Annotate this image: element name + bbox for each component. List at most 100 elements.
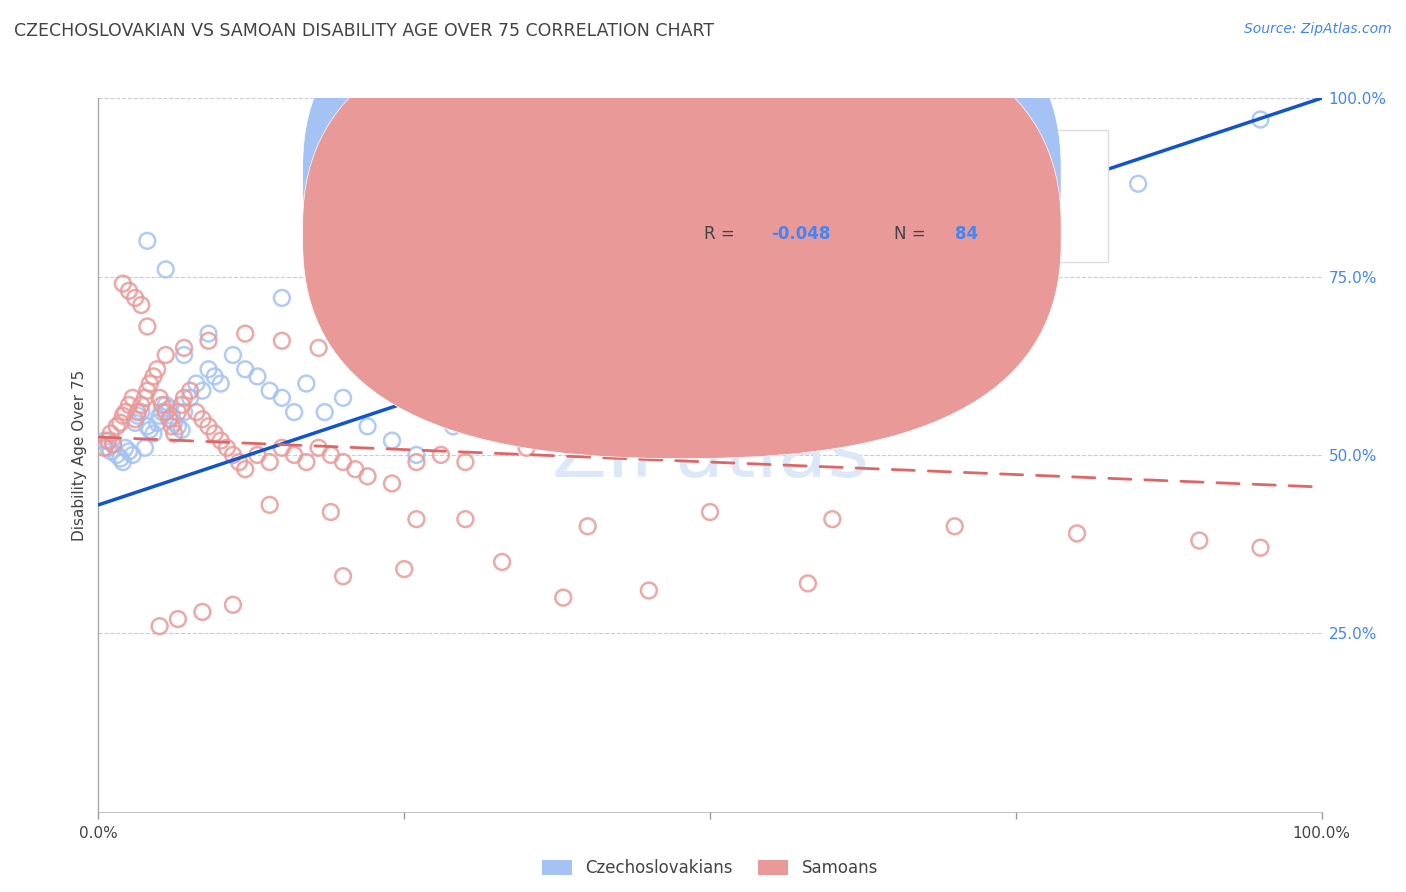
Point (392, 562, 416, 576)
Point (93, 441, 115, 455)
Point (319, 505, 342, 519)
Point (127, 405, 149, 419)
Point (228, 455, 250, 469)
Point (186, 405, 208, 419)
Point (454, 512, 477, 526)
Point (100, 426, 122, 441)
Point (155, 348, 177, 362)
Point (191, 605, 214, 619)
Point (121, 448, 143, 462)
Point (167, 419, 190, 434)
Point (124, 291, 146, 305)
Point (170, 423, 193, 437)
Point (110, 416, 132, 430)
Point (246, 448, 269, 462)
Point (491, 555, 513, 569)
Point (332, 391, 354, 405)
Point (118, 398, 141, 412)
Point (308, 341, 330, 355)
Point (197, 326, 219, 341)
Point (101, 437, 124, 451)
Point (149, 619, 172, 633)
Point (283, 448, 305, 462)
Point (97, 434, 120, 448)
Point (127, 409, 149, 423)
Point (150, 405, 173, 419)
Point (553, 412, 575, 426)
Point (146, 416, 169, 430)
Point (233, 326, 256, 341)
Text: R =: R = (704, 168, 740, 186)
Point (142, 426, 165, 441)
Point (142, 369, 165, 384)
Point (920, 269, 942, 284)
Point (111, 455, 134, 469)
Point (170, 398, 193, 412)
FancyBboxPatch shape (302, 9, 1062, 458)
Point (111, 277, 134, 291)
Point (441, 419, 464, 434)
Point (105, 448, 128, 462)
Point (179, 384, 201, 398)
Point (270, 291, 294, 305)
Point (638, 583, 661, 598)
Text: 0.391: 0.391 (772, 168, 830, 186)
Text: -0.048: -0.048 (772, 225, 831, 243)
Point (319, 448, 342, 462)
Point (197, 362, 219, 376)
Legend: Czechoslovakians, Samoans: Czechoslovakians, Samoans (534, 851, 886, 886)
Point (699, 505, 721, 519)
Point (124, 412, 146, 426)
Point (215, 441, 238, 455)
Point (136, 234, 159, 248)
Point (149, 409, 172, 423)
Point (134, 391, 156, 405)
Point (114, 405, 136, 419)
Text: N =: N = (894, 168, 931, 186)
Point (553, 591, 575, 605)
Point (1249, 112, 1271, 127)
Point (136, 419, 159, 434)
Point (1188, 533, 1211, 548)
Point (314, 405, 336, 419)
Point (1249, 541, 1271, 555)
Point (157, 412, 180, 426)
Point (270, 334, 294, 348)
Point (209, 434, 232, 448)
Point (160, 409, 183, 423)
Text: R =: R = (704, 225, 740, 243)
Point (270, 391, 294, 405)
Text: Source: ZipAtlas.com: Source: ZipAtlas.com (1244, 22, 1392, 37)
Point (821, 512, 844, 526)
Point (129, 298, 152, 312)
Point (308, 441, 330, 455)
Point (478, 412, 501, 426)
Point (295, 376, 318, 391)
Point (332, 569, 354, 583)
Point (186, 376, 208, 391)
Point (134, 441, 156, 455)
Point (259, 455, 281, 469)
Point (405, 448, 427, 462)
Point (515, 405, 537, 419)
Point (173, 341, 195, 355)
Point (118, 284, 141, 298)
Point (344, 462, 367, 476)
Point (454, 455, 477, 469)
Point (797, 576, 820, 591)
Point (167, 405, 190, 419)
Point (136, 384, 159, 398)
Point (100, 444, 122, 458)
Point (97, 441, 120, 455)
Point (295, 455, 318, 469)
Point (149, 391, 172, 405)
Point (222, 348, 245, 362)
Point (1128, 177, 1150, 191)
Point (124, 416, 146, 430)
FancyBboxPatch shape (302, 0, 1062, 401)
Point (121, 391, 143, 405)
Point (356, 469, 378, 483)
Point (405, 455, 427, 469)
Point (576, 519, 599, 533)
Point (105, 419, 128, 434)
